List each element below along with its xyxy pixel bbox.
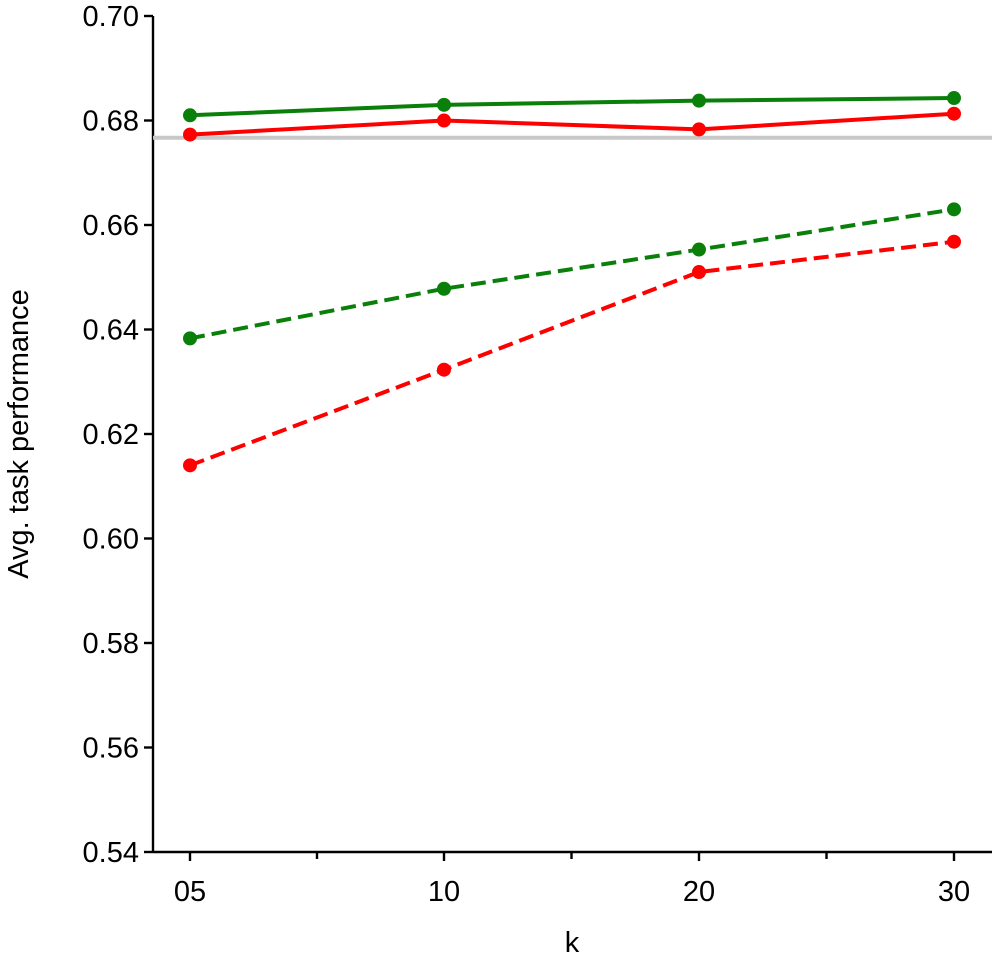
data-point-series-3 bbox=[437, 281, 451, 296]
y-tick-label: 0.68 bbox=[83, 106, 139, 138]
y-tick-label: 0.56 bbox=[83, 733, 139, 765]
x-tick-label: 20 bbox=[683, 876, 715, 908]
data-point-series-3 bbox=[183, 331, 197, 346]
data-point-series-1 bbox=[183, 108, 197, 123]
x-tick-label: 30 bbox=[938, 876, 970, 908]
x-tick-label: 10 bbox=[428, 876, 460, 908]
data-point-series-2 bbox=[692, 122, 706, 137]
data-point-series-1 bbox=[437, 97, 451, 112]
y-tick-label: 0.62 bbox=[83, 419, 139, 451]
data-point-series-2 bbox=[437, 113, 451, 128]
x-axis-label: k bbox=[565, 927, 580, 959]
data-point-series-4 bbox=[183, 458, 197, 473]
y-tick-label: 0.70 bbox=[83, 1, 139, 33]
y-tick-label: 0.60 bbox=[83, 524, 139, 556]
data-point-series-4 bbox=[692, 265, 706, 280]
x-tick-label: 05 bbox=[174, 876, 206, 908]
series-line-4 bbox=[189, 239, 955, 468]
series-line-2 bbox=[189, 111, 955, 137]
y-axis-label: Avg. task performance bbox=[3, 289, 35, 579]
data-point-series-4 bbox=[437, 362, 451, 377]
series-line-1 bbox=[189, 96, 955, 118]
y-tick-label: 0.58 bbox=[83, 628, 139, 660]
data-point-series-3 bbox=[947, 202, 961, 217]
series-line-3 bbox=[189, 207, 955, 341]
axes: 0.54 0.56 0.58 0.60 0.62 0.64 0.66 0.68 0.70 05 10… bbox=[83, 1, 992, 908]
data-point-series-2 bbox=[183, 127, 197, 142]
series-layer bbox=[183, 91, 961, 473]
y-tick-label: 0.64 bbox=[83, 315, 139, 347]
y-tick-label: 0.66 bbox=[83, 210, 139, 242]
data-point-series-1 bbox=[692, 93, 706, 108]
data-point-series-3 bbox=[692, 242, 706, 257]
data-point-series-4 bbox=[947, 234, 961, 249]
data-point-series-1 bbox=[947, 91, 961, 106]
data-point-series-2 bbox=[947, 106, 961, 121]
y-tick-label: 0.54 bbox=[83, 837, 139, 869]
